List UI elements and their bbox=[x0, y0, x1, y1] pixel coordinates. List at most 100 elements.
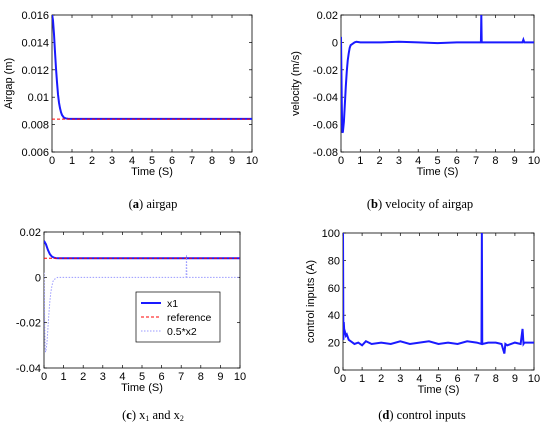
x-axis-label: Time (S) bbox=[131, 166, 173, 178]
x-tick-label: 5 bbox=[139, 371, 145, 383]
series-line-1 bbox=[44, 240, 240, 260]
x-tick-label: 0 bbox=[338, 155, 344, 167]
legend-entry-label: x1 bbox=[167, 298, 178, 310]
y-tick-label: 0.02 bbox=[317, 10, 338, 22]
legend-entry-label: reference bbox=[167, 312, 212, 324]
plot-frame bbox=[51, 14, 253, 153]
caption-d: (d) control inputs bbox=[378, 408, 466, 422]
series-line-1 bbox=[341, 15, 534, 134]
x-tick-label: 6 bbox=[454, 155, 460, 167]
series-line-3 bbox=[44, 254, 240, 353]
y-tick-label: -0.02 bbox=[16, 318, 41, 330]
caption-d-text: control inputs bbox=[397, 408, 466, 422]
y-tick-label: -0.06 bbox=[313, 120, 338, 132]
x-tick-label: 4 bbox=[129, 155, 135, 167]
x-tick-label: 7 bbox=[474, 373, 480, 385]
caption-c-text: x bbox=[139, 408, 146, 422]
x-tick-label: 0 bbox=[41, 371, 47, 383]
x-tick-label: 10 bbox=[246, 155, 258, 167]
x-tick-label: 0 bbox=[340, 373, 346, 385]
caption-c-mid: and x bbox=[149, 408, 180, 422]
y-tick-label: 0 bbox=[334, 365, 340, 377]
x-tick-label: 9 bbox=[229, 155, 235, 167]
y-tick-label: 0.014 bbox=[21, 37, 49, 49]
y-tick-label: 0.016 bbox=[21, 10, 49, 22]
y-tick-label: 20 bbox=[328, 338, 340, 350]
x-tick-label: 4 bbox=[119, 371, 125, 383]
x-tick-label: 1 bbox=[69, 155, 75, 167]
x-tick-label: 7 bbox=[178, 371, 184, 383]
x-tick-label: 7 bbox=[473, 155, 479, 167]
legend-box bbox=[135, 291, 221, 343]
y-axis-label: Airgap (m) bbox=[3, 58, 15, 109]
x-tick-label: 2 bbox=[89, 155, 95, 167]
x-tick-label: 4 bbox=[415, 155, 421, 167]
x-tick-label: 2 bbox=[378, 373, 384, 385]
caption-c-sub2: 2 bbox=[180, 414, 184, 423]
y-tick-label: 0.006 bbox=[21, 147, 49, 159]
x-tick-label: 5 bbox=[149, 155, 155, 167]
x-tick-label: 10 bbox=[528, 155, 540, 167]
x-tick-label: 6 bbox=[169, 155, 175, 167]
plot-frame bbox=[340, 14, 535, 153]
y-tick-label: 0 bbox=[332, 37, 338, 49]
caption-a: (a) airgap bbox=[129, 197, 178, 211]
x-tick-label: 10 bbox=[234, 371, 246, 383]
x-tick-label: 8 bbox=[198, 371, 204, 383]
legend-entry-label: 0.5*x2 bbox=[167, 326, 197, 338]
x-tick-label: 9 bbox=[512, 373, 518, 385]
x-tick-label: 10 bbox=[528, 373, 540, 385]
caption-c-letter: c bbox=[126, 408, 132, 422]
y-tick-label: 0.012 bbox=[21, 65, 49, 77]
x-tick-label: 4 bbox=[416, 373, 422, 385]
x-tick-label: 2 bbox=[377, 155, 383, 167]
caption-a-letter: a bbox=[133, 197, 140, 211]
y-axis-label: control inputs (A) bbox=[305, 260, 317, 343]
series-line-1 bbox=[52, 15, 252, 120]
caption-d-letter: d bbox=[382, 408, 389, 422]
caption-a-text: airgap bbox=[146, 197, 177, 211]
x-tick-label: 6 bbox=[455, 373, 461, 385]
caption-b-text: velocity of airgap bbox=[385, 197, 473, 211]
y-tick-label: 0.01 bbox=[28, 92, 49, 104]
y-tick-label: 40 bbox=[328, 310, 340, 322]
y-tick-label: -0.08 bbox=[313, 147, 338, 159]
y-tick-label: -0.02 bbox=[313, 65, 338, 77]
y-tick-label: 100 bbox=[322, 228, 340, 240]
y-axis-label: velocity (m/s) bbox=[290, 51, 302, 116]
x-tick-label: 8 bbox=[492, 155, 498, 167]
y-tick-label: 0.02 bbox=[20, 227, 41, 239]
panel-a: 0 1 2 3 4 5 6 7 8 9 10 0.006 0.008 0.01 0.012 0.014 0.01… bbox=[3, 10, 258, 178]
x-axis-label: Time (S) bbox=[417, 166, 459, 178]
x-tick-label: 3 bbox=[396, 155, 402, 167]
y-tick-label: 80 bbox=[328, 255, 340, 267]
x-tick-label: 0 bbox=[49, 155, 55, 167]
y-tick-label: -0.04 bbox=[313, 92, 338, 104]
x-tick-label: 1 bbox=[359, 373, 365, 385]
caption-b-letter: b bbox=[371, 197, 378, 211]
x-axis-label: Time (S) bbox=[418, 384, 460, 396]
x-tick-label: 3 bbox=[397, 373, 403, 385]
x-tick-label: 1 bbox=[61, 371, 67, 383]
x-tick-label: 8 bbox=[493, 373, 499, 385]
x-tick-label: 5 bbox=[435, 373, 441, 385]
caption-c: (c) x1 and x2 bbox=[122, 408, 184, 423]
caption-b: (b) velocity of airgap bbox=[367, 197, 473, 211]
x-tick-label: 3 bbox=[109, 155, 115, 167]
caption-c-sub1: 1 bbox=[145, 414, 149, 423]
panel-b: 0 1 2 3 4 5 6 7 8 9 10 -0.08 -0.06 -0.04 -0.02 0 0.02 Tim… bbox=[290, 10, 540, 178]
panel-c: 0 1 2 3 4 5 6 7 8 9 10 -0.04 -0.02 0 0.02 Time (S) x1 ref… bbox=[16, 227, 246, 394]
x-tick-label: 8 bbox=[209, 155, 215, 167]
y-tick-label: 0.008 bbox=[21, 120, 49, 132]
x-tick-label: 1 bbox=[357, 155, 363, 167]
x-tick-label: 3 bbox=[100, 371, 106, 383]
y-tick-label: 0 bbox=[35, 272, 41, 284]
x-tick-label: 5 bbox=[434, 155, 440, 167]
x-tick-label: 9 bbox=[512, 155, 518, 167]
x-tick-label: 7 bbox=[189, 155, 195, 167]
x-tick-label: 6 bbox=[159, 371, 165, 383]
y-tick-label: -0.04 bbox=[16, 363, 41, 375]
x-tick-label: 2 bbox=[80, 371, 86, 383]
